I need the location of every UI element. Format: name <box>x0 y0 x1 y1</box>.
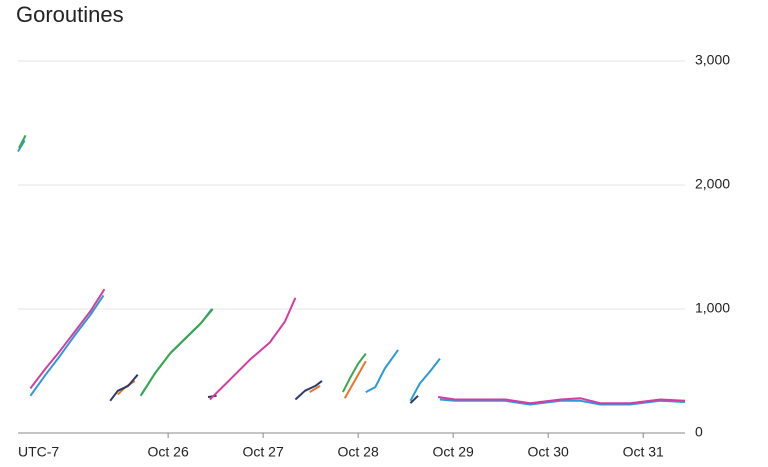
series-line <box>17 139 686 406</box>
x-tick-label: Oct 30 <box>528 444 569 460</box>
x-tick-label: Oct 31 <box>623 444 664 460</box>
y-tick-label: 0 <box>695 424 703 440</box>
timezone-label: UTC-7 <box>18 444 59 460</box>
y-tick-label: 2,000 <box>695 176 730 192</box>
y-tick-label: 3,000 <box>695 52 730 68</box>
y-tick-label: 1,000 <box>695 300 730 316</box>
x-tick-label: Oct 29 <box>433 444 474 460</box>
x-tick-label: Oct 27 <box>243 444 284 460</box>
x-tick-label: Oct 28 <box>338 444 379 460</box>
series-line <box>18 134 367 396</box>
x-tick-label: Oct 26 <box>147 444 188 460</box>
chart-title: Goroutines <box>16 2 124 27</box>
series-line <box>29 288 686 405</box>
